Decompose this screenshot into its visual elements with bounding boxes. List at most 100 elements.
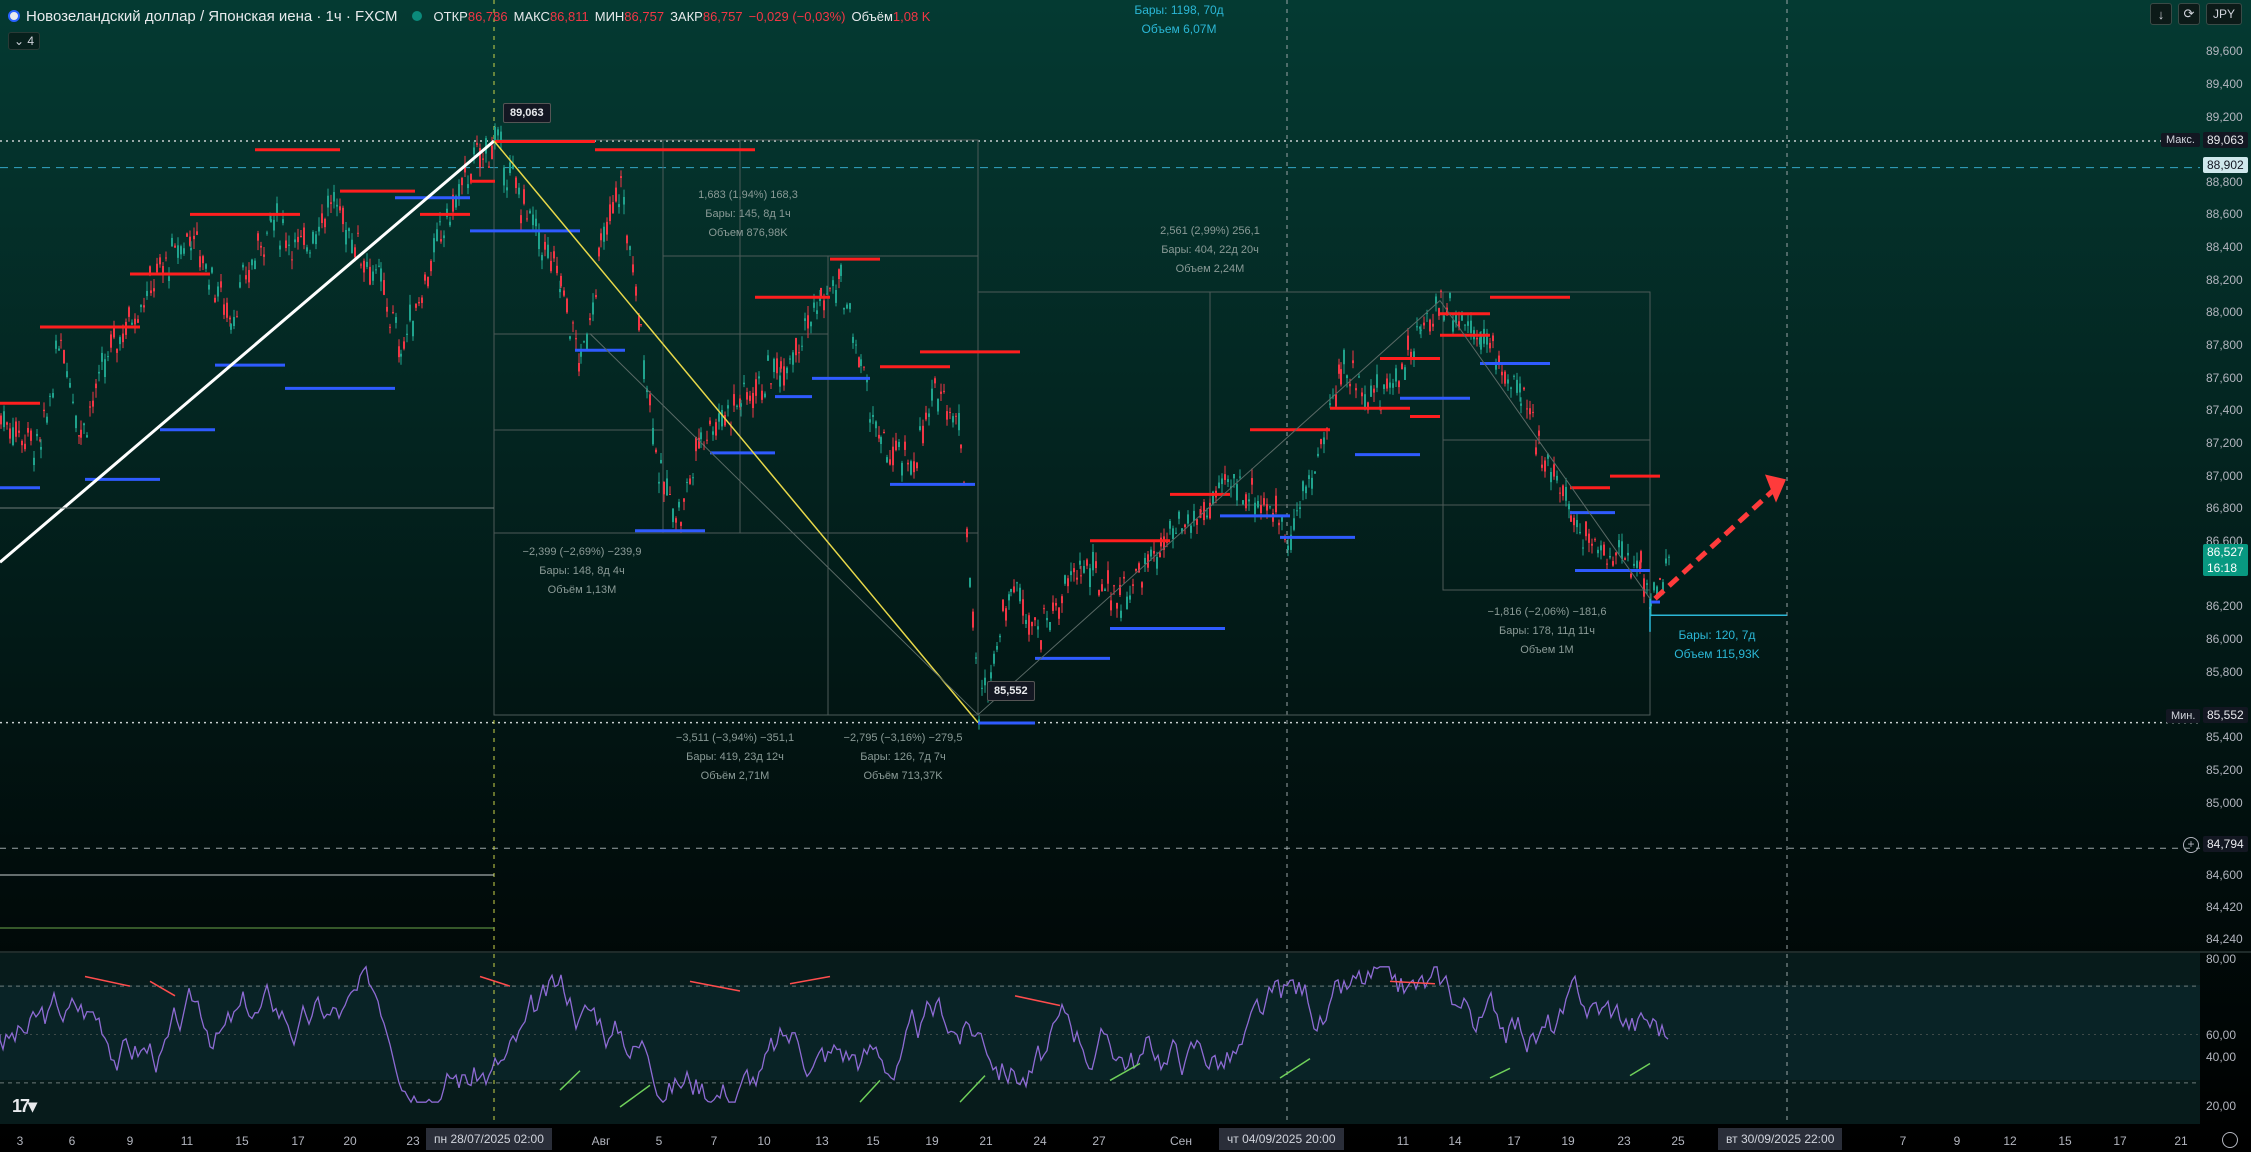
- candle-body: [892, 446, 894, 466]
- high-price-badge[interactable]: 89,063: [503, 103, 551, 123]
- candle-body: [509, 162, 511, 174]
- candle-body: [1067, 578, 1069, 587]
- candle-body: [168, 276, 170, 282]
- candle-body: [858, 357, 860, 368]
- candle-body: [783, 366, 785, 386]
- candle-body: [1083, 566, 1085, 573]
- candle-body: [1221, 478, 1223, 485]
- candle-body: [315, 234, 317, 245]
- time-label: 17: [1507, 1134, 1521, 1148]
- candle-body: [878, 434, 880, 439]
- time-label: Сен: [1170, 1134, 1192, 1148]
- candle-body: [746, 392, 748, 400]
- candle-body: [1046, 617, 1048, 621]
- measure-4-volume: Объём 2,71M: [700, 770, 770, 782]
- measure-6[interactable]: −1,816 (−2,06%) −181,6 Бары: 178, 11д 11…: [1488, 603, 1607, 660]
- candle-body: [919, 426, 921, 431]
- max-value-label: 89,063: [2203, 132, 2248, 148]
- measure-2[interactable]: 2,561 (2,99%) 256,1 Бары: 404, 22д 20ч О…: [1160, 222, 1260, 279]
- candle-body: [1510, 387, 1512, 389]
- price-tick: 88,200: [2206, 273, 2243, 287]
- candle-body: [52, 393, 54, 398]
- candle-body: [398, 346, 400, 358]
- candle-body: [852, 336, 854, 343]
- candle-body: [520, 215, 522, 224]
- candle-body: [1346, 375, 1348, 379]
- measure-1-bars: Бары: 145, 8д 1ч: [705, 208, 791, 220]
- measure-1[interactable]: 1,683 (1,94%) 168,3 Бары: 145, 8д 1ч Объ…: [698, 186, 798, 243]
- rsi-tick: 40,00: [2206, 1050, 2237, 1064]
- indicators-toggle[interactable]: ⌄ 4: [8, 32, 41, 50]
- candle-body: [1064, 575, 1066, 584]
- candle-body: [1486, 333, 1488, 345]
- candle-body: [69, 382, 71, 388]
- price-axis[interactable]: 89,600 89,400 89,200 88,800 88,600 88,40…: [2200, 0, 2251, 960]
- candle-body: [1489, 342, 1491, 349]
- add-alert-icon[interactable]: +: [2183, 837, 2199, 853]
- measure-2-volume: Объем 2,24M: [1175, 263, 1245, 275]
- candle-body: [1519, 383, 1521, 393]
- candle-body: [156, 263, 158, 273]
- candle-body: [1440, 290, 1442, 292]
- candle-body: [1656, 586, 1658, 597]
- candle-body: [740, 403, 742, 407]
- candle-body: [1095, 561, 1097, 569]
- tradingview-logo[interactable]: 17▾: [12, 1096, 37, 1116]
- candle-body: [1640, 551, 1642, 563]
- candle-body: [153, 288, 155, 292]
- symbol-title[interactable]: Новозеландский доллар / Японская иена · …: [26, 7, 398, 25]
- candle-body: [1107, 570, 1109, 584]
- candle-body: [418, 301, 420, 304]
- rsi-divergence-bull: [619, 1084, 651, 1108]
- candle-body: [1101, 584, 1103, 592]
- candle-body: [1355, 388, 1357, 391]
- candle-body: [372, 271, 374, 281]
- candle-body: [101, 352, 103, 362]
- measure-7[interactable]: Бары: 120, 7д Объем 115,93K: [1674, 626, 1759, 664]
- measure-6-bars: Бары: 178, 11д 11ч: [1499, 625, 1595, 637]
- candle-body: [273, 219, 275, 231]
- candle-body: [640, 324, 642, 326]
- candle-body: [1019, 587, 1021, 602]
- candle-body: [1352, 360, 1354, 364]
- candle-body: [1501, 371, 1503, 376]
- candle-body: [1398, 381, 1400, 388]
- fullscreen-icon[interactable]: ⟳: [2178, 3, 2200, 25]
- candle-body: [547, 244, 549, 258]
- low-price-badge[interactable]: 85,552: [987, 681, 1035, 701]
- candle-body: [282, 219, 284, 224]
- candle-body: [1588, 533, 1590, 543]
- candle-body: [1308, 475, 1310, 480]
- volume-label: Объём: [851, 8, 893, 24]
- candle-body: [999, 635, 1001, 638]
- candle-body: [245, 275, 247, 280]
- candle-body: [698, 437, 700, 449]
- download-icon[interactable]: ↓: [2150, 3, 2172, 25]
- candle-body: [886, 457, 888, 463]
- candle-body: [773, 358, 775, 373]
- candle-body: [15, 421, 17, 437]
- measure-3[interactable]: −2,399 (−2,69%) −239,9 Бары: 148, 8д 4ч …: [523, 543, 642, 600]
- candle-body: [1138, 563, 1140, 573]
- measure-4[interactable]: −3,511 (−3,94%) −351,1 Бары: 419, 23д 12…: [676, 729, 794, 786]
- chart-legend: Новозеландский доллар / Японская иена · …: [8, 5, 930, 27]
- market-status-icon[interactable]: [411, 11, 422, 21]
- settings-icon[interactable]: [2222, 1132, 2238, 1148]
- candle-body: [629, 246, 631, 250]
- candle-body: [345, 230, 347, 245]
- candle-body: [297, 236, 299, 243]
- candle-body: [348, 228, 350, 232]
- measure-5[interactable]: −2,795 (−3,16%) −279,5 Бары: 126, 7д 7ч …: [844, 729, 963, 786]
- price-tick: 88,000: [2206, 305, 2243, 319]
- candle-body: [380, 268, 382, 282]
- candle-body: [1196, 519, 1198, 525]
- candle-body: [1413, 351, 1415, 360]
- candle-body: [761, 390, 763, 400]
- candle-body: [556, 265, 558, 274]
- candle-body: [1476, 337, 1478, 340]
- currency-button[interactable]: JPY: [2206, 3, 2242, 25]
- candle-body: [60, 339, 62, 341]
- candle-body: [743, 382, 745, 385]
